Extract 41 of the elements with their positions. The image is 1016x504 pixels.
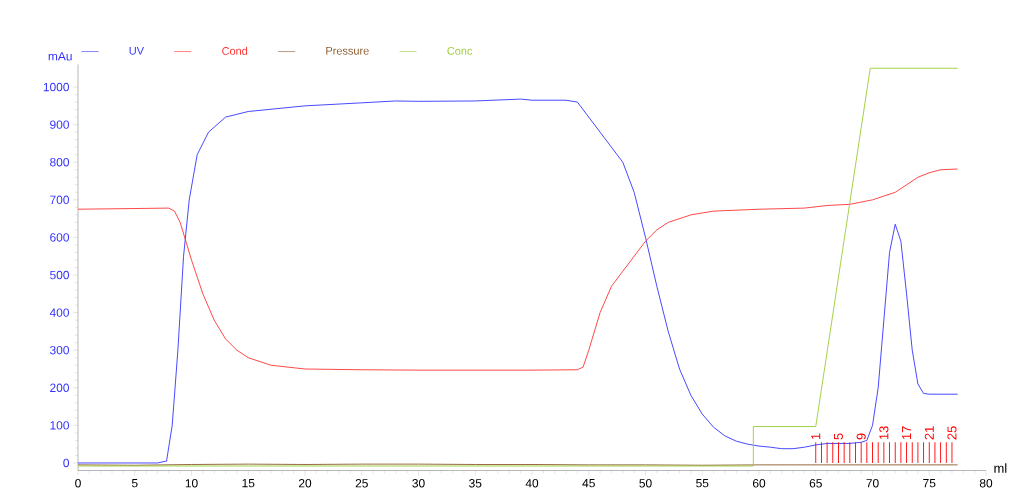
annotation: 5	[833, 433, 843, 440]
x-tick-label: 75	[923, 479, 936, 488]
y-tick-label: 400	[49, 308, 70, 317]
y-tick-label: 500	[50, 270, 70, 280]
x-tick-label: 5	[131, 479, 138, 488]
y-tick-label: 0	[63, 458, 70, 468]
text: Pressure	[326, 47, 369, 55]
x-tick-label: 45	[582, 479, 595, 488]
annotation: 21	[924, 426, 934, 440]
x-tick-label: 10	[185, 479, 198, 488]
x-tick-label: 70	[866, 479, 879, 488]
annotation: 17	[902, 426, 912, 440]
annotation: 13	[879, 426, 889, 440]
y-tick-label: 200	[50, 383, 70, 393]
y-tick-label: 600	[50, 233, 70, 242]
x-tick-label: 15	[242, 479, 255, 488]
x-tick-label: 30	[412, 479, 425, 488]
x-tick-label: 50	[639, 479, 652, 488]
y-tick-label: 700	[50, 195, 70, 205]
x-tick-label: 35	[469, 479, 482, 488]
y-tick-label: 100	[50, 421, 70, 430]
x-tick-label: 0	[75, 479, 81, 488]
x-tick-label: 20	[298, 479, 312, 488]
y-tick-label: 300	[49, 345, 70, 355]
y-tick-label: 1000	[43, 82, 70, 92]
text: UV	[129, 47, 144, 55]
y-tick-label: 800	[50, 158, 70, 167]
x-tick-label: 80	[979, 479, 993, 488]
x-tick-label: 55	[696, 479, 709, 488]
x-tick-label: 60	[752, 479, 766, 488]
annotation: 25	[947, 426, 957, 440]
text: Conc	[447, 46, 473, 55]
annotation: 1	[811, 433, 821, 440]
y-axis-title: mAu	[48, 52, 72, 61]
text: Cond	[222, 46, 248, 55]
x-tick-label: 65	[809, 479, 822, 488]
y-tick-label: 900	[50, 120, 70, 129]
x-axis-title: ml	[994, 463, 1007, 473]
x-tick-label: 25	[355, 479, 368, 488]
x-tick-label: 40	[525, 479, 539, 488]
annotation: 9	[856, 433, 866, 440]
